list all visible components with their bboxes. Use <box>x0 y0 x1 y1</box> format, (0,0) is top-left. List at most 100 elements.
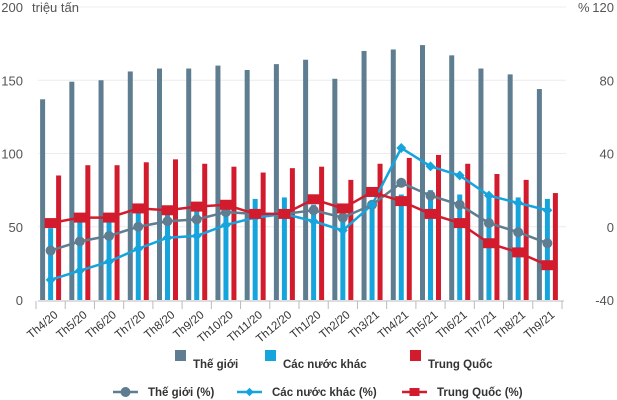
marker-the-gioi-pct <box>308 205 319 216</box>
marker-trung-quoc-pct <box>278 208 291 219</box>
bar-trung-quoc <box>173 159 178 300</box>
left-axis-ticks: 0 50 100 150 200 <box>1 0 23 308</box>
marker-trung-quoc-pct <box>541 260 554 271</box>
marker-trung-quoc-pct <box>512 247 525 258</box>
marker-cac-nuoc-khac-pct <box>425 161 436 172</box>
marker-trung-quoc-pct <box>190 201 203 212</box>
marker-trung-quoc-pct <box>336 203 349 214</box>
marker-cac-nuoc-khac-pct <box>542 205 553 216</box>
bar-cac-nuoc-khac <box>252 198 258 300</box>
bar-trung-quoc <box>494 174 500 300</box>
marker-trung-quoc-pct <box>482 238 495 249</box>
bar-the-gioi <box>303 59 309 300</box>
bar-trung-quoc <box>377 163 383 300</box>
line-cac-nuoc-khac-pct <box>50 146 548 282</box>
left-tick-label: 50 <box>9 220 23 235</box>
legend-label: Các nước khác <box>283 359 367 371</box>
marker-trung-quoc-pct <box>161 205 174 216</box>
x-tick-label: Th6/21 <box>435 309 470 341</box>
bar-cac-nuoc-khac <box>77 219 83 300</box>
bar-cac-nuoc-khac <box>223 204 229 300</box>
x-tick-label: Th6/20 <box>84 309 119 341</box>
right-axis-ticks: -40 0 40 80 120 <box>592 0 614 308</box>
bar-trung-quoc <box>85 165 91 300</box>
bar-the-gioi <box>361 50 367 301</box>
bar-the-gioi <box>273 64 279 300</box>
legend-label: Trung Quốc (%) <box>437 387 523 399</box>
legend-marker <box>409 388 420 396</box>
bar-cac-nuoc-khac <box>340 215 346 300</box>
bar-the-gioi <box>215 65 221 300</box>
x-tick-label: Th5/20 <box>55 309 90 341</box>
marker-cac-nuoc-khac-pct <box>162 232 173 243</box>
left-tick-label: 150 <box>1 73 23 88</box>
marker-the-gioi-pct <box>396 177 407 188</box>
x-tick-label: Th7/20 <box>113 309 148 341</box>
marker-trung-quoc-pct <box>249 208 262 219</box>
legend-label: Trung Quốc <box>428 359 493 371</box>
bar-the-gioi <box>98 80 104 300</box>
x-tick-label: Th4/21 <box>376 309 411 341</box>
bar-the-gioi <box>536 89 542 300</box>
marker-the-gioi-pct <box>337 212 348 223</box>
bars <box>40 45 558 301</box>
bar-trung-quoc <box>406 157 412 300</box>
marker-cac-nuoc-khac-pct <box>396 143 407 153</box>
marker-cac-nuoc-khac-pct <box>483 190 494 201</box>
bar-the-gioi <box>127 71 133 301</box>
x-tick-label: Th8/21 <box>493 309 528 341</box>
marker-cac-nuoc-khac-pct <box>220 219 231 230</box>
marker-the-gioi-pct <box>133 221 144 232</box>
x-tick-label: Th1/20 <box>288 309 323 341</box>
line-the-gioi-pct <box>50 181 548 252</box>
bar-cac-nuoc-khac <box>281 197 287 300</box>
left-tick-label: 100 <box>1 147 23 162</box>
bar-cac-nuoc-khac <box>369 203 375 300</box>
bar-trung-quoc <box>552 193 558 300</box>
bar-cac-nuoc-khac <box>544 198 550 300</box>
left-tick-label: 0 <box>16 293 23 308</box>
marker-cac-nuoc-khac-pct <box>104 256 115 267</box>
x-tick-label: Th8/20 <box>142 309 177 341</box>
bar-trung-quoc <box>436 154 441 300</box>
marker-trung-quoc-pct <box>395 196 408 207</box>
lines <box>44 143 554 285</box>
right-tick-label: -40 <box>595 293 614 308</box>
bar-trung-quoc <box>523 179 529 300</box>
bar-the-gioi <box>244 69 250 301</box>
marker-the-gioi-pct <box>513 227 524 238</box>
x-axis: Th4/20Th5/20Th6/20Th7/20Th8/20Th9/20Th10… <box>25 300 564 345</box>
bar-cac-nuoc-khac <box>428 190 433 300</box>
marker-trung-quoc-pct <box>219 199 232 210</box>
bar-the-gioi <box>390 49 396 300</box>
bar-trung-quoc <box>289 168 295 300</box>
marker-cac-nuoc-khac-pct <box>74 265 85 276</box>
marker-cac-nuoc-khac-pct <box>454 170 465 181</box>
bar-cac-nuoc-khac <box>194 210 200 300</box>
marker-the-gioi-pct <box>454 199 465 210</box>
marker-the-gioi-pct <box>45 245 56 256</box>
right-tick-label: 80 <box>600 73 614 88</box>
bar-cac-nuoc-khac <box>48 228 54 300</box>
marker-the-gioi-pct <box>104 230 115 241</box>
right-tick-label: 40 <box>600 147 614 162</box>
x-tick-label: Th4/20 <box>25 309 60 341</box>
bar-the-gioi <box>157 68 162 300</box>
bar-the-gioi <box>420 45 425 301</box>
marker-trung-quoc-pct <box>307 194 320 205</box>
bar-the-gioi <box>186 68 192 300</box>
marker-trung-quoc-pct <box>424 208 437 219</box>
bar-trung-quoc <box>56 175 62 300</box>
marker-cac-nuoc-khac-pct <box>337 225 348 236</box>
x-tick-label: Th3/21 <box>347 309 382 341</box>
right-tick-label: 0 <box>607 220 614 235</box>
marker-the-gioi-pct <box>542 238 553 249</box>
legend: Thế giới Các nước khác Trung Quốc Thế giới … <box>113 350 523 399</box>
bar-the-gioi <box>449 55 455 300</box>
marker-trung-quoc-pct <box>366 186 379 197</box>
bar-the-gioi <box>507 74 513 300</box>
bar-cac-nuoc-khac <box>311 204 317 300</box>
bar-cac-nuoc-khac <box>457 194 463 300</box>
bar-the-gioi <box>69 81 75 300</box>
